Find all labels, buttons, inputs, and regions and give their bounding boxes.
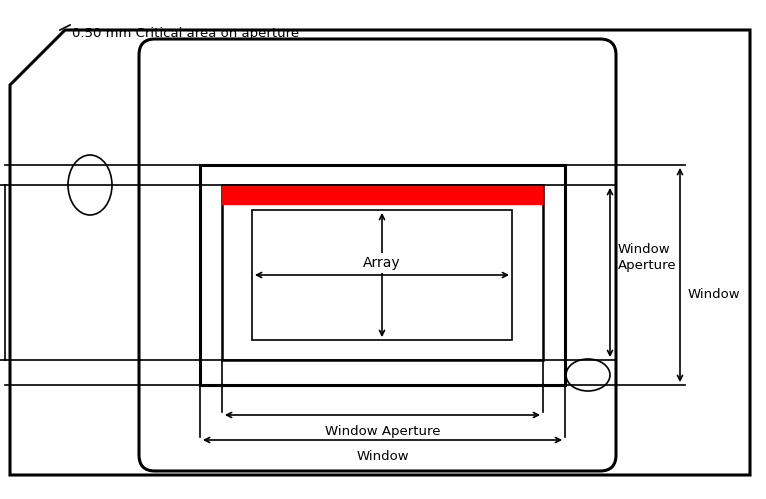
Bar [222,185,543,360]
Text: Array: Array [363,256,401,270]
Text: Window: Window [356,450,409,463]
Text: Window: Window [688,288,741,301]
Text: 0.50 mm Critical area on aperture: 0.50 mm Critical area on aperture [72,27,300,40]
Bar [200,165,565,385]
Text: Window
Aperture: Window Aperture [618,243,676,272]
Bar [252,210,512,340]
Bar [222,185,543,205]
Text: Window Aperture: Window Aperture [325,425,440,438]
